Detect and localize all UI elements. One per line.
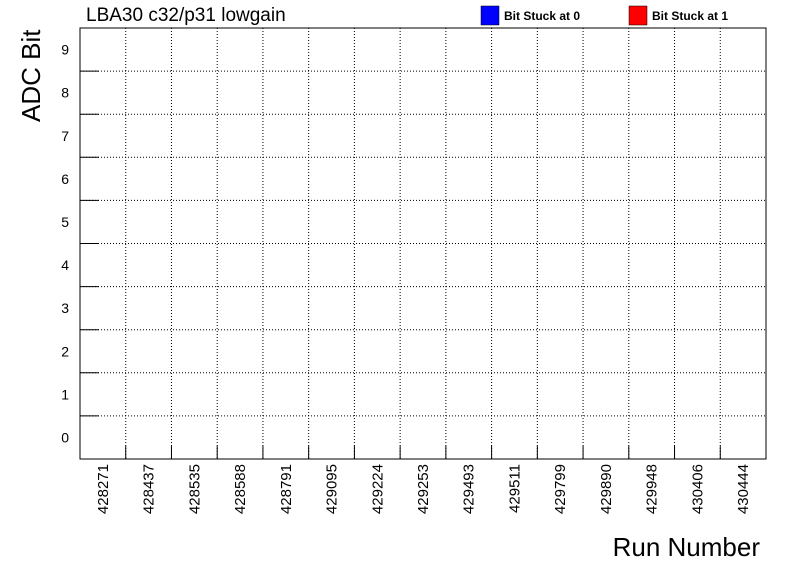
legend: Bit Stuck at 0 Bit Stuck at 1 (480, 5, 728, 26)
legend-swatch-stuck-0 (480, 5, 500, 26)
x-tick-label: 428271 (95, 464, 112, 514)
x-tick-label: 430444 (735, 464, 752, 514)
y-tick-labels: 0 1 2 3 4 5 6 7 8 9 (61, 42, 69, 446)
y-tick-label: 2 (61, 343, 69, 359)
y-tick-label: 0 (61, 429, 69, 445)
x-tick-label: 428535 (186, 464, 203, 514)
tick-marks (80, 70, 721, 459)
x-tick-label: 430406 (689, 464, 706, 514)
y-tick-label: 9 (61, 42, 69, 58)
y-tick-label: 6 (61, 171, 69, 187)
x-tick-label: 428791 (278, 464, 295, 514)
x-tick-label: 429224 (369, 464, 386, 514)
y-tick-label: 3 (61, 300, 69, 316)
x-tick-label: 429095 (324, 464, 341, 514)
x-tick-label: 429493 (461, 464, 478, 514)
legend-label-stuck-0: Bit Stuck at 0 (504, 9, 580, 23)
x-tick-label: 428437 (141, 464, 158, 514)
chart-title: LBA30 c32/p31 lowgain (86, 5, 286, 26)
y-tick-label: 5 (61, 214, 69, 230)
y-tick-label: 8 (61, 85, 69, 101)
x-tick-label: 429799 (552, 464, 569, 514)
x-tick-label: 428588 (232, 464, 249, 514)
x-tick-label: 429948 (644, 464, 661, 514)
y-tick-label: 7 (61, 128, 69, 144)
grid (80, 28, 766, 459)
legend-swatch-stuck-1 (628, 5, 648, 26)
x-tick-label: 429253 (415, 464, 432, 514)
x-axis-label: Run Number (613, 532, 761, 562)
y-tick-label: 4 (61, 257, 69, 273)
x-tick-label: 429511 (506, 464, 523, 513)
x-tick-label: 429890 (598, 464, 615, 514)
legend-label-stuck-1: Bit Stuck at 1 (652, 9, 728, 23)
y-tick-label: 1 (61, 386, 69, 402)
x-tick-labels: 428271 428437 428535 428588 428791 429095 4292… (95, 464, 752, 514)
y-axis-label: ADC Bit (16, 29, 46, 122)
